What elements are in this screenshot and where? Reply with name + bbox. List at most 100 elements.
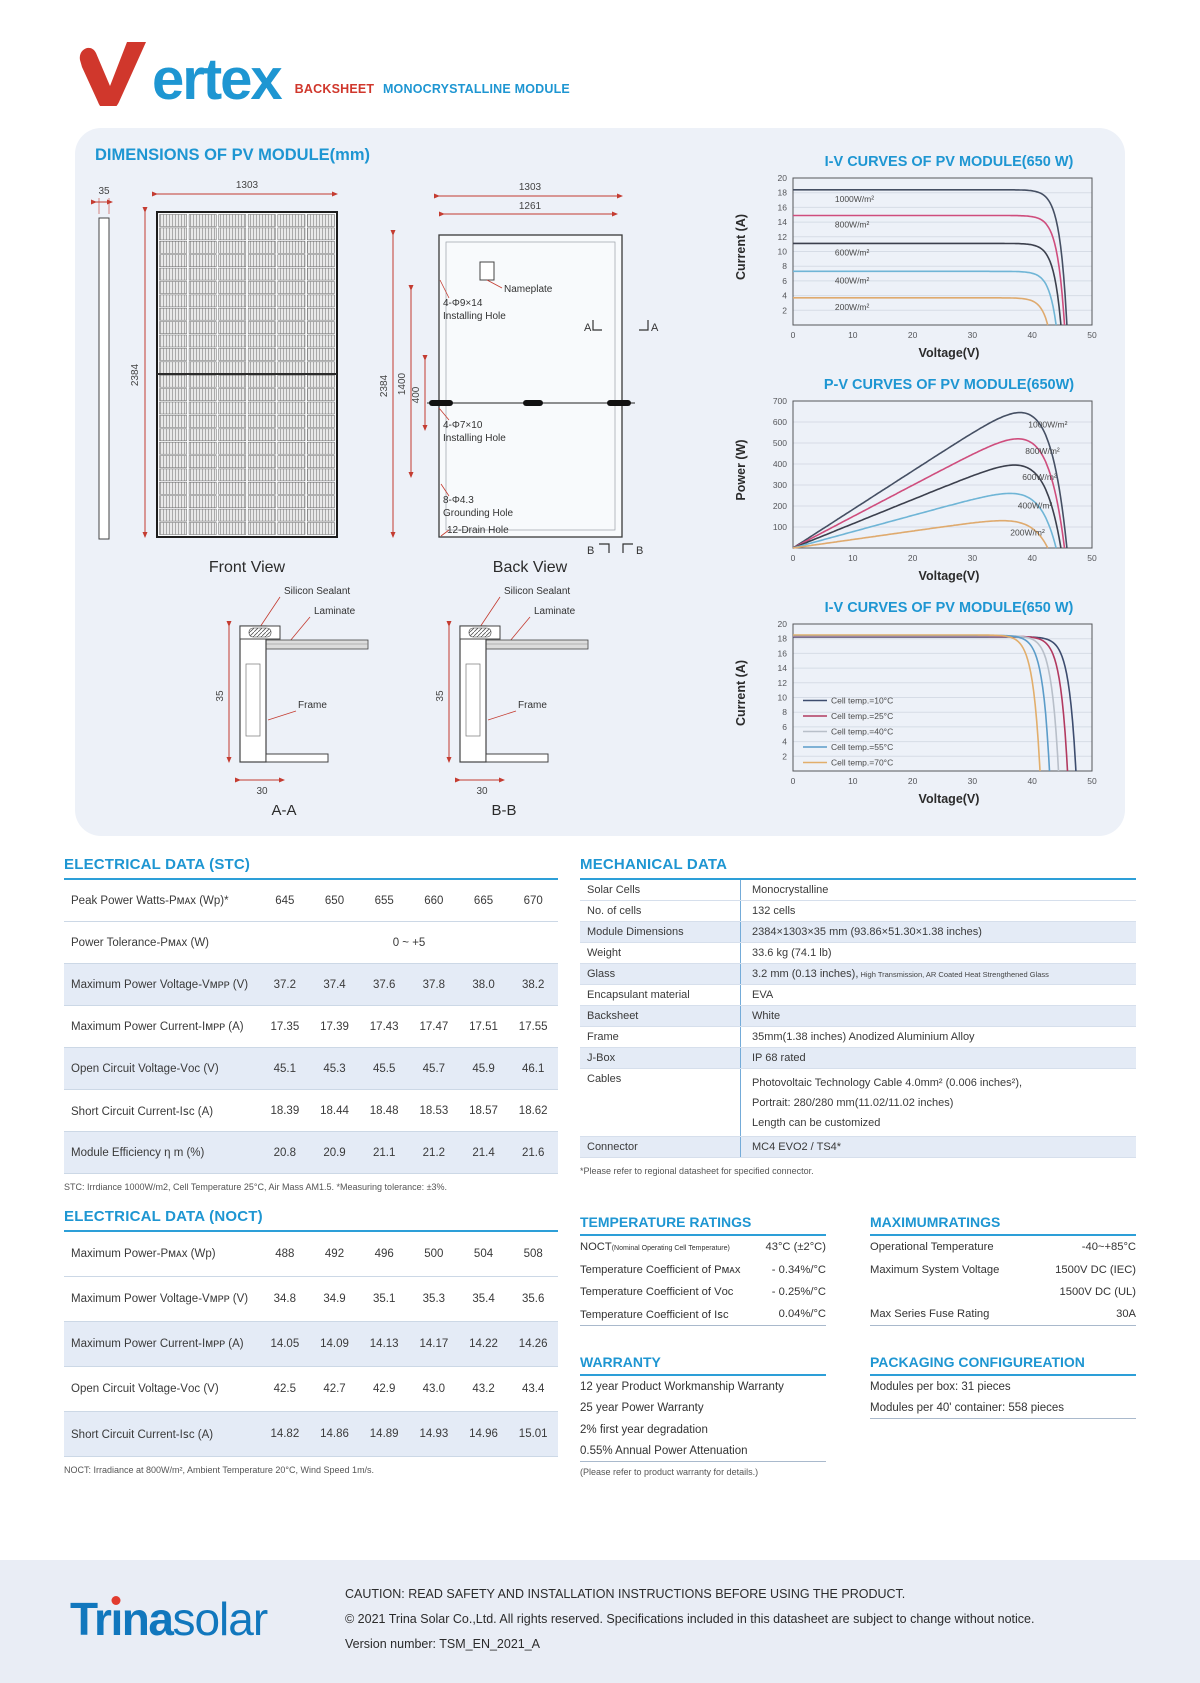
pv-curve-chart: P-V CURVES OF PV MODULE(650W) Power (W) …	[723, 377, 1115, 583]
chart-ylabel: Current (A)	[734, 214, 748, 280]
temperature-ratings-section: TEMPERATURE RATINGS NOCT(Nominal Operati…	[580, 1214, 826, 1326]
y-tick-label: 500	[773, 438, 787, 448]
cell: 2384×1303×35 mm (93.86×51.30×1.38 inches…	[740, 922, 1136, 942]
solar-cell	[159, 241, 187, 254]
solar-cell	[218, 468, 247, 482]
solar-cell	[247, 401, 276, 415]
rating-row: 1500V DC (UL)	[870, 1281, 1136, 1304]
row-label: Maximum Power Current-Iᴍᴘᴘ (A)	[71, 1338, 244, 1350]
solar-cell	[247, 214, 276, 227]
row-label: Open Circuit Voltage-Vᴏᴄ (V)	[71, 1062, 219, 1075]
front-view: 1303 2384 Front View	[130, 180, 338, 576]
cell: 45.1	[273, 1062, 297, 1075]
row-label: No. of cells	[587, 905, 642, 917]
aa-caption: A-A	[271, 802, 296, 819]
solar-cell	[277, 334, 306, 348]
x-tick-label: 20	[908, 330, 918, 340]
noct-footnote: NOCT: Irradiance at 800W/m², Ambient Tem…	[64, 1465, 375, 1475]
x-tick-label: 10	[848, 330, 858, 340]
logo-i: ı	[110, 1593, 123, 1645]
y-tick-label: 6	[782, 276, 787, 286]
stc-section-title: ELECTRICAL DATA (STC)	[64, 856, 558, 880]
copyright-line: © 2021 Trina Solar Co.,Ltd. All rights r…	[345, 1612, 1035, 1626]
y-tick-label: 20	[778, 173, 788, 183]
table-row: Short Circuit Current-Iꜱᴄ (A) 14.82 14.8…	[64, 1412, 558, 1457]
y-tick-label: 20	[778, 619, 788, 629]
back-dim-400: 400	[411, 386, 422, 403]
pv-curve-plot: 100 200 300 400 500 600 700 0 10 20 30 40 50 1000W/m²…	[773, 396, 1097, 563]
rating-label-note: (Nominal Operating Cell Temperature)	[611, 1245, 730, 1253]
y-tick-label: 4	[782, 737, 787, 747]
y-tick-label: 12	[778, 232, 788, 242]
cell: 15.01	[518, 1428, 548, 1440]
solar-cell	[307, 227, 335, 241]
solar-cell	[277, 482, 306, 495]
connector-footnote: *Please refer to regional datasheet for …	[580, 1166, 814, 1176]
x-tick-label: 0	[791, 776, 796, 786]
solar-cell	[188, 241, 217, 254]
table-row: Maximum Power Voltage-Vᴍᴘᴘ (V) 34.8 34.9…	[64, 1277, 558, 1322]
solar-cell	[247, 388, 276, 401]
install-hole-top-label: Installing Hole	[443, 311, 506, 322]
row-label: Cables	[587, 1073, 622, 1085]
solar-cell	[159, 214, 187, 227]
solar-cell	[247, 334, 276, 348]
cell: 18.57	[469, 1104, 498, 1117]
cell: 14.17	[419, 1338, 449, 1350]
cell: 46.1	[522, 1062, 545, 1075]
solar-cell	[159, 267, 187, 281]
cell: White	[740, 1006, 1136, 1026]
x-tick-label: 40	[1027, 553, 1037, 563]
rating-row: Operational Temperature -40~+85°C	[870, 1236, 1136, 1259]
table-row: Module Dimensions 2384×1303×35 mm (93.86…	[580, 922, 1136, 943]
solar-cell	[218, 428, 247, 442]
cell: 35.4	[472, 1293, 495, 1305]
footer: Tr ı na solar CAUTION: READ SAFETY AND INST…	[0, 1560, 1200, 1683]
solar-cell	[277, 401, 306, 415]
solar-cell	[247, 254, 276, 267]
row-label: Module Dimensions	[587, 926, 684, 938]
cell: 3.2 mm (0.13 inches), High Transmission,…	[740, 964, 1136, 984]
cell: 492	[324, 1248, 345, 1260]
glass-value: 3.2 mm (0.13 inches),	[752, 968, 859, 980]
y-tick-label: 100	[773, 522, 787, 532]
cell: 14.89	[369, 1428, 399, 1440]
table-row: Maximum Power Current-Iᴍᴘᴘ (A) 17.35 17.…	[64, 1006, 558, 1048]
stc-table: Peak Power Watts-Pᴍᴀx (Wp)* 645 650 655 …	[64, 880, 558, 1174]
solar-cell	[247, 428, 276, 442]
grounding-hole-label: Grounding Hole	[443, 508, 513, 519]
solar-cell	[277, 468, 306, 482]
rating-value: 1500V DC (UL)	[1059, 1286, 1136, 1299]
solar-cell	[218, 401, 247, 415]
solar-cell	[188, 254, 217, 267]
cell: 37.2	[273, 978, 297, 991]
table-row: Weight 33.6 kg (74.1 lb)	[580, 943, 1136, 964]
cs-height-dim: 35	[215, 690, 226, 702]
solar-cell	[277, 227, 306, 241]
table-row: Connector MC4 EVO2 / TS4*	[580, 1137, 1136, 1158]
cell: 20.8	[273, 1146, 297, 1159]
iv-curve-plot: 2 4 6 8 10 12 14 16 18 20 0 10 20 30 40 50 1000W/m² 800W/…	[778, 173, 1097, 340]
solar-cell	[159, 455, 187, 468]
solar-cell	[159, 254, 187, 267]
brand-wordmark: ertex	[152, 46, 283, 112]
header-subtitle: BACKSHEET MONOCRYSTALLINE MODULE	[295, 82, 570, 96]
table-row: No. of cells 132 cells	[580, 901, 1136, 922]
cell: 21.4	[472, 1146, 495, 1159]
solar-cell	[159, 227, 187, 241]
cell: 35.6	[522, 1293, 545, 1305]
solar-cell	[188, 267, 217, 281]
side-view: 35	[91, 186, 113, 540]
rating-label: Temperature Coefficient of Vᴏᴄ	[580, 1286, 734, 1299]
solar-cell	[188, 441, 217, 455]
chart-xlabel: Voltage(V)	[918, 792, 980, 806]
section-mark-b-left: B	[587, 545, 594, 557]
chart-title: I-V CURVES OF PV MODULE(650 W)	[824, 154, 1074, 170]
y-tick-label: 16	[778, 202, 788, 212]
subtitle-backsheet: BACKSHEET	[294, 82, 375, 96]
solar-cell	[247, 294, 276, 308]
glass-value-note: High Transmission, AR Coated Heat Streng…	[858, 970, 1049, 979]
solar-cell	[277, 508, 306, 522]
solar-cell	[307, 428, 335, 442]
cell: 21.2	[422, 1146, 446, 1159]
